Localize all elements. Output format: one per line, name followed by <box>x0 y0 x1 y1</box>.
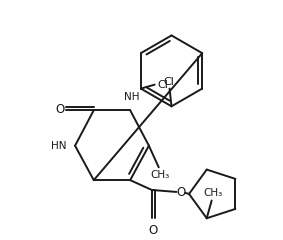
Text: Cl: Cl <box>158 80 168 90</box>
Text: NH: NH <box>125 92 140 102</box>
Text: CH₃: CH₃ <box>150 170 169 180</box>
Text: CH₃: CH₃ <box>203 188 222 198</box>
Text: O: O <box>177 186 186 199</box>
Text: O: O <box>56 103 65 116</box>
Text: O: O <box>148 224 157 237</box>
Text: HN: HN <box>51 141 66 151</box>
Text: Cl: Cl <box>163 77 174 87</box>
